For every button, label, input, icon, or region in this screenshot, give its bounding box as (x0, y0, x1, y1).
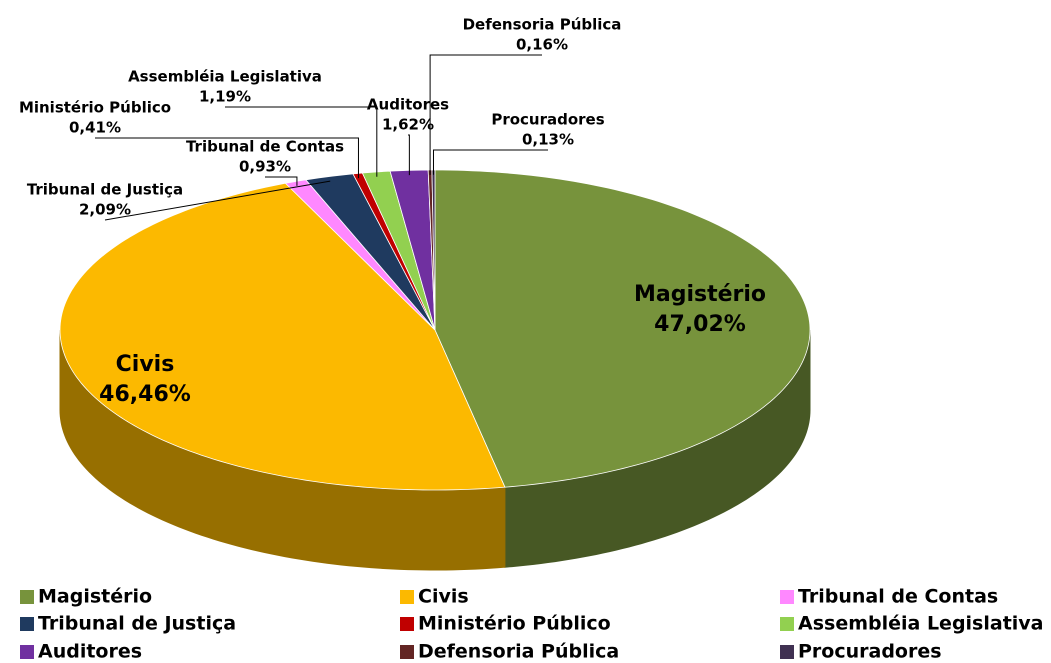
legend-label: Civis (418, 586, 469, 608)
leader-line (265, 176, 298, 186)
legend-label: Procuradores (798, 641, 942, 663)
legend-swatch (20, 645, 34, 659)
leader-line (225, 106, 378, 177)
legend-swatch (400, 590, 414, 604)
leader-line (408, 134, 410, 176)
legend-label: Magistério (38, 586, 152, 608)
legend-swatch (780, 617, 794, 631)
slice-value: 1,19% (199, 88, 251, 106)
slice-label: Magistério (634, 282, 766, 307)
slice-label: Tribunal de Justiça (27, 181, 183, 199)
leader-line (95, 137, 359, 179)
legend-swatch (780, 590, 794, 604)
legend-label: Ministério Público (418, 613, 611, 635)
leader-line (104, 180, 331, 221)
slice-value: 47,02% (654, 312, 746, 337)
slice-value: 0,16% (516, 36, 568, 54)
legend-label: Defensoria Pública (418, 641, 619, 663)
slice-label: Tribunal de Contas (186, 138, 344, 156)
slice-value: 2,09% (79, 201, 131, 219)
legend-label: Assembléia Legislativa (798, 613, 1044, 635)
slice (59, 182, 506, 491)
slice-value: 46,46% (99, 382, 191, 407)
legend-label: Auditores (38, 641, 142, 663)
slice-label: Defensoria Pública (463, 16, 622, 34)
legend-swatch (20, 617, 34, 631)
slice-value: 1,62% (382, 116, 434, 134)
slice (304, 173, 436, 331)
legend-swatch (780, 645, 794, 659)
legend-swatch (400, 617, 414, 631)
legend-swatch (400, 645, 414, 659)
legend-swatch (20, 590, 34, 604)
slice-label: Ministério Público (19, 99, 171, 117)
slice-label: Auditores (367, 96, 449, 114)
leader-line (429, 54, 542, 175)
legend-label: Tribunal de Justiça (38, 613, 236, 635)
slice-label: Civis (116, 352, 175, 377)
slice (434, 169, 811, 488)
slice-label: Assembléia Legislativa (128, 68, 322, 86)
slice-value: 0,93% (239, 158, 291, 176)
slice-label: Procuradores (491, 111, 604, 129)
slice-value: 0,13% (522, 131, 574, 149)
legend-label: Tribunal de Contas (798, 586, 998, 608)
slice-value: 0,41% (69, 119, 121, 137)
leader-line (432, 149, 548, 175)
